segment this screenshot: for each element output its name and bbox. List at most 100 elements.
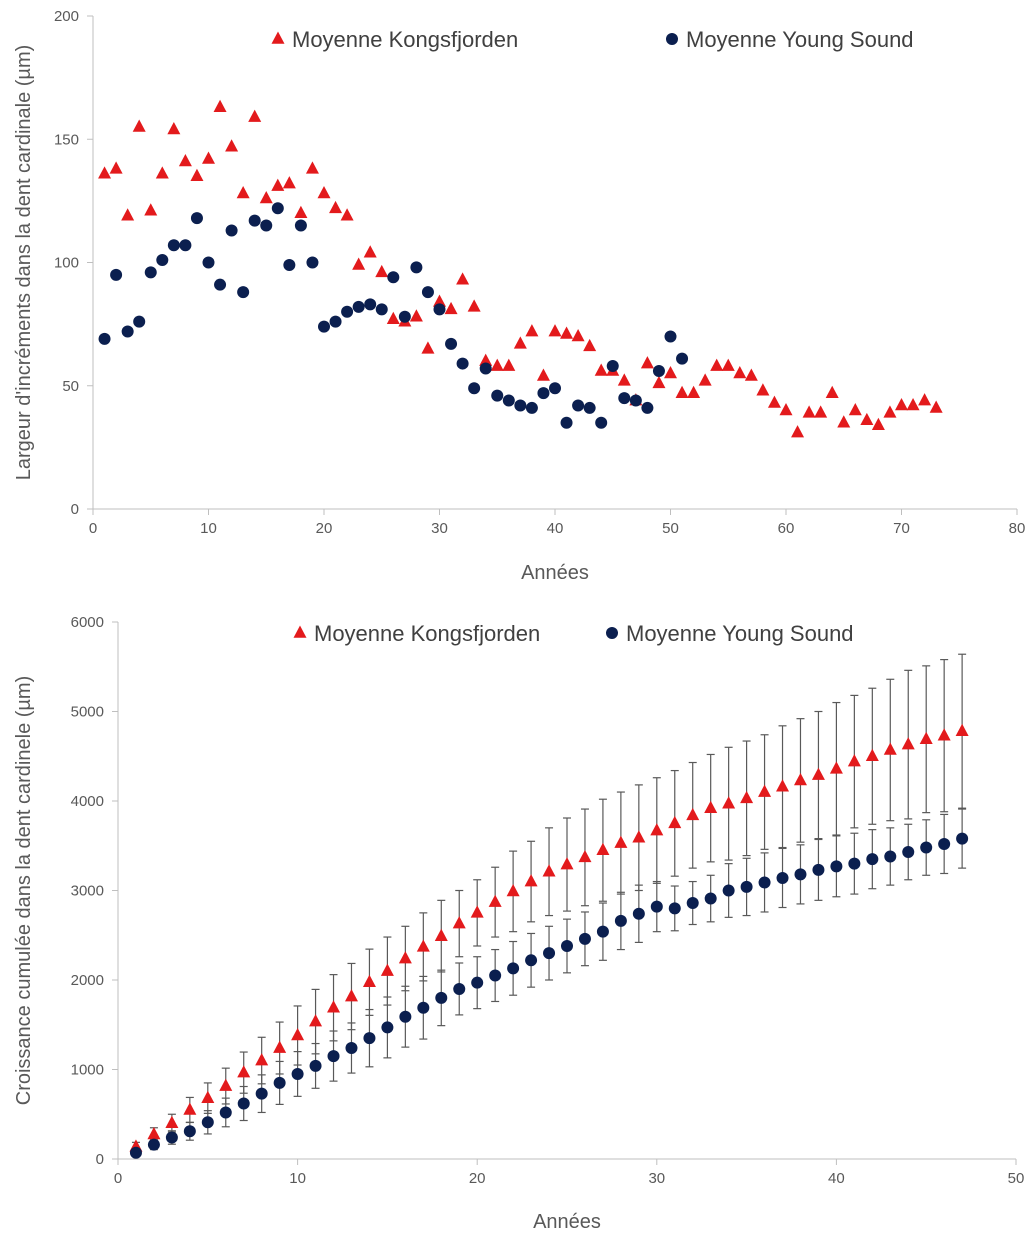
data-point-circle (144, 266, 157, 279)
data-point-circle (363, 1032, 376, 1045)
data-point-triangle (98, 166, 112, 179)
data-point-triangle (421, 341, 435, 354)
data-point-triangle (434, 928, 448, 941)
data-point-circle (421, 286, 434, 299)
data-point-circle (489, 969, 502, 982)
data-point-triangle (488, 894, 502, 907)
data-point-circle (255, 1087, 268, 1100)
data-point-circle (776, 871, 789, 884)
data-point-circle (491, 389, 504, 402)
data-point-triangle (614, 835, 628, 848)
data-point-triangle (456, 272, 470, 285)
data-point-circle (676, 352, 689, 365)
data-point-circle (399, 1010, 412, 1023)
data-point-circle (291, 1067, 304, 1080)
data-point-triangle (865, 748, 879, 762)
x-tick-label: 20 (469, 1170, 486, 1187)
y-tick-label: 200 (54, 8, 79, 25)
data-point-circle (632, 907, 645, 920)
y-tick-label: 50 (62, 378, 79, 395)
y-axis-title: Largeur d'incréments dans la dent cardin… (13, 45, 35, 481)
legend-circle-icon (666, 33, 678, 45)
data-point-triangle (594, 363, 608, 376)
data-point-triangle (536, 368, 550, 381)
data-point-circle (167, 239, 180, 252)
data-point-circle (595, 416, 608, 429)
data-point-triangle (525, 324, 539, 337)
data-point-circle (445, 337, 458, 350)
data-point-circle (543, 947, 556, 960)
data-point-circle (179, 239, 192, 252)
data-point-triangle (155, 166, 169, 179)
data-point-circle (133, 315, 146, 328)
data-point-circle (866, 853, 879, 866)
data-point-triangle (513, 336, 527, 349)
data-point-triangle (294, 205, 308, 218)
data-point-circle (596, 925, 609, 938)
data-point-triangle (236, 186, 250, 199)
y-tick-label: 1000 (71, 1062, 104, 1079)
data-point-circle (364, 298, 377, 311)
data-point-triangle (640, 356, 654, 369)
y-tick-label: 6000 (71, 614, 104, 631)
data-point-triangle (560, 326, 574, 339)
data-point-circle (722, 884, 735, 897)
y-tick-label: 2000 (71, 972, 104, 989)
data-point-triangle (548, 324, 562, 337)
data-point-circle (183, 1125, 196, 1138)
data-point-circle (410, 261, 423, 274)
data-point-circle (578, 932, 591, 945)
data-point-circle (219, 1106, 232, 1119)
data-point-triangle (632, 830, 646, 843)
y-axis-title: Croissance cumulée dans la dent cardinel… (13, 676, 35, 1106)
data-point-triangle (490, 358, 504, 371)
data-point-triangle (375, 264, 389, 278)
data-point-triangle (255, 1053, 269, 1066)
data-point-circle (147, 1138, 160, 1151)
data-point-triangle (721, 358, 735, 371)
data-point-circle (237, 286, 250, 299)
data-point-circle (502, 394, 515, 407)
data-point-triangle (758, 784, 772, 797)
data-point-circle (507, 962, 520, 975)
data-point-triangle (362, 974, 376, 988)
data-point-triangle (829, 761, 843, 774)
data-point-circle (956, 832, 969, 845)
data-point-triangle (542, 864, 556, 877)
data-point-triangle (506, 883, 520, 897)
y-tick-label: 4000 (71, 793, 104, 810)
data-point-triangle (352, 257, 366, 270)
data-point-circle (271, 202, 284, 215)
data-point-circle (190, 212, 203, 225)
data-point-triangle (479, 353, 493, 366)
data-point-triangle (444, 301, 458, 315)
data-point-circle (273, 1076, 286, 1089)
data-point-circle (664, 330, 677, 343)
data-point-triangle (596, 842, 610, 856)
data-point-triangle (165, 1115, 179, 1128)
data-point-circle (283, 258, 296, 271)
data-point-triangle (560, 857, 574, 870)
data-point-triangle (895, 398, 908, 411)
data-point-circle (549, 382, 561, 395)
data-point-triangle (452, 916, 466, 929)
x-tick-label: 80 (1009, 520, 1026, 537)
x-tick-label: 10 (289, 1170, 306, 1187)
legend-triangle-icon (271, 31, 285, 44)
data-point-triangle (167, 121, 181, 135)
data-point-circle (561, 939, 573, 952)
data-point-circle (652, 364, 665, 377)
data-point-triangle (686, 807, 700, 821)
data-point-triangle (756, 383, 770, 396)
data-point-triangle (802, 405, 816, 418)
data-point-triangle (883, 405, 897, 418)
data-point-circle (345, 1042, 358, 1055)
data-point-triangle (178, 153, 192, 167)
x-tick-label: 0 (89, 520, 97, 537)
data-point-triangle (317, 186, 331, 199)
data-point-circle (98, 332, 111, 345)
data-point-circle (902, 846, 915, 859)
data-point-triangle (919, 731, 933, 745)
data-point-circle (202, 256, 215, 269)
data-point-circle (668, 902, 681, 915)
